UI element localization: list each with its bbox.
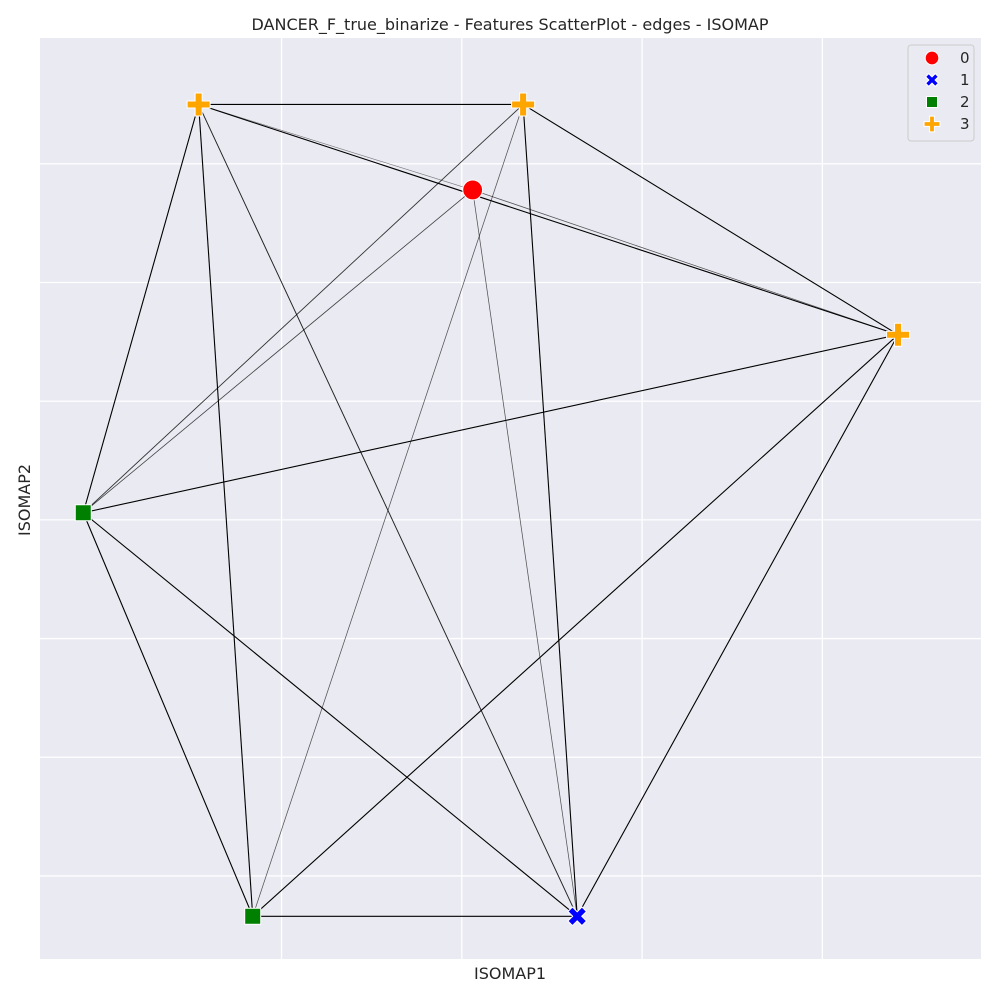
- nodes-layer: [74, 92, 911, 927]
- edge-n5-n1: [522, 104, 578, 917]
- edge-n0-n6: [472, 189, 899, 336]
- edge-n2-n3: [82, 512, 254, 917]
- legend-marker-0: [924, 50, 940, 66]
- legend-label-3: 3: [960, 115, 970, 133]
- edge-n4-n0: [198, 104, 473, 191]
- legend-label-2: 2: [960, 93, 970, 111]
- edge-n0-n1: [472, 189, 578, 917]
- x-axis-label: ISOMAP1: [474, 964, 546, 983]
- edge-n5-n6: [522, 103, 899, 336]
- edge-n2-n1: [82, 512, 578, 917]
- legend-box: [907, 44, 975, 142]
- edge-n5-n3: [252, 104, 524, 917]
- edges-layer: [82, 103, 899, 917]
- node-n1-class-1: [567, 906, 588, 927]
- node-n5-class-3: [511, 92, 536, 117]
- node-n0-class-0: [462, 179, 484, 201]
- legend-marker-3: [923, 115, 941, 133]
- node-n6-class-3: [886, 322, 911, 347]
- y-axis-label: ISOMAP2: [15, 464, 34, 536]
- legend-marker-1: [924, 72, 940, 88]
- edge-n4-n6: [198, 103, 899, 336]
- node-n2-class-2: [74, 504, 92, 522]
- edge-n6-n1: [576, 334, 899, 917]
- edge-n0-n2: [83, 189, 473, 514]
- chart-title: DANCER_F_true_binarize - Features Scatte…: [251, 15, 768, 35]
- edge-n6-n3: [252, 334, 899, 917]
- plot-area: [40, 38, 981, 959]
- edge-n6-n2: [83, 334, 899, 514]
- legend-label-0: 0: [960, 49, 970, 67]
- legend-label-1: 1: [960, 71, 970, 89]
- legend-marker-2: [926, 96, 938, 108]
- node-n3-class-2: [244, 907, 262, 925]
- edge-n5-n2: [82, 104, 524, 514]
- edge-n4-n2: [82, 104, 200, 513]
- node-n4-class-3: [186, 92, 211, 117]
- grid-lines: [40, 38, 981, 959]
- legend: 0 1 2 3: [907, 44, 975, 142]
- edge-n4-n3: [198, 104, 254, 917]
